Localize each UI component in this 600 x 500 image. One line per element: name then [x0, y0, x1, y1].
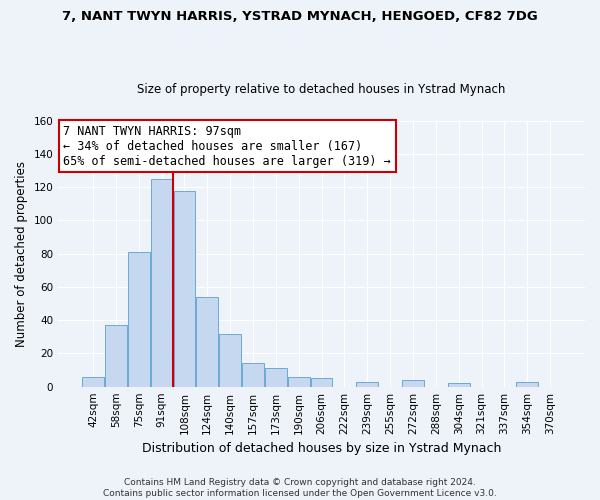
- Bar: [311, 378, 332, 386]
- X-axis label: Distribution of detached houses by size in Ystrad Mynach: Distribution of detached houses by size …: [142, 442, 501, 455]
- Bar: [173, 190, 195, 386]
- Bar: [448, 384, 470, 386]
- Bar: [356, 382, 378, 386]
- Bar: [402, 380, 424, 386]
- Bar: [82, 376, 104, 386]
- Bar: [105, 325, 127, 386]
- Bar: [151, 179, 172, 386]
- Bar: [128, 252, 149, 386]
- Text: 7 NANT TWYN HARRIS: 97sqm
← 34% of detached houses are smaller (167)
65% of semi: 7 NANT TWYN HARRIS: 97sqm ← 34% of detac…: [64, 125, 391, 168]
- Bar: [517, 382, 538, 386]
- Text: Contains HM Land Registry data © Crown copyright and database right 2024.
Contai: Contains HM Land Registry data © Crown c…: [103, 478, 497, 498]
- Bar: [242, 364, 264, 386]
- Y-axis label: Number of detached properties: Number of detached properties: [15, 160, 28, 346]
- Text: 7, NANT TWYN HARRIS, YSTRAD MYNACH, HENGOED, CF82 7DG: 7, NANT TWYN HARRIS, YSTRAD MYNACH, HENG…: [62, 10, 538, 23]
- Bar: [265, 368, 287, 386]
- Bar: [196, 297, 218, 386]
- Bar: [288, 376, 310, 386]
- Bar: [219, 334, 241, 386]
- Title: Size of property relative to detached houses in Ystrad Mynach: Size of property relative to detached ho…: [137, 83, 506, 96]
